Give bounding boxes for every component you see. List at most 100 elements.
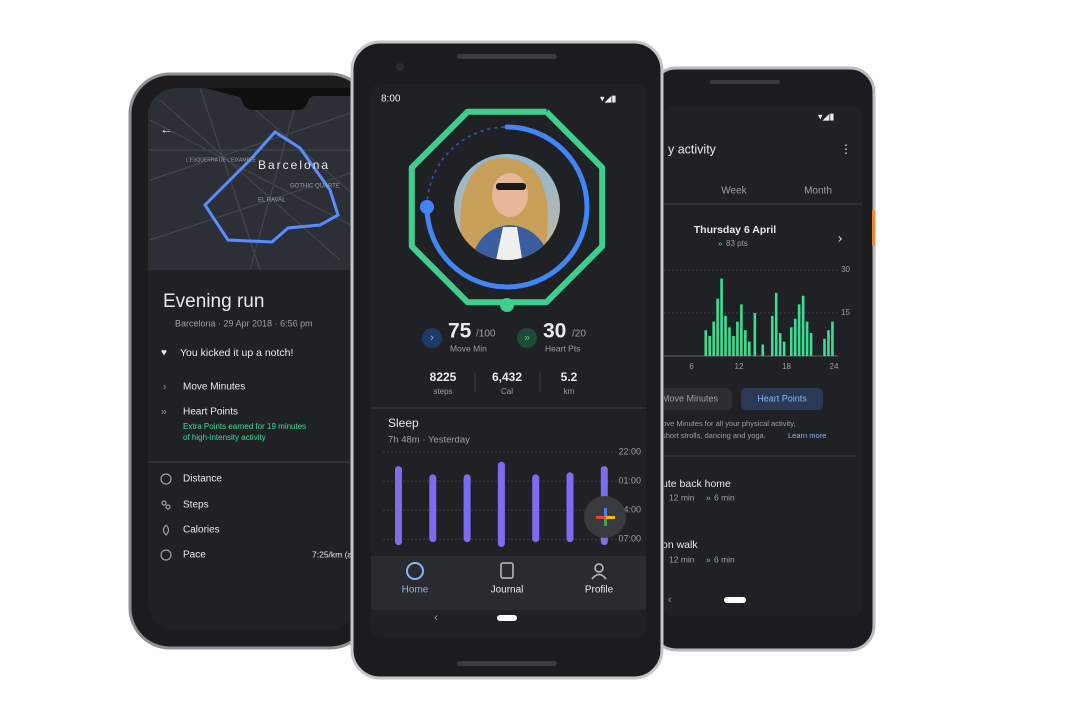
right-screen: ▾◢▮ y activity ⋮ Week Month Thursday 6 A… [648, 106, 862, 616]
y-tick-label: 07:00 [618, 534, 641, 544]
heart-icon: » [706, 492, 711, 502]
sleep-bar [429, 474, 437, 543]
nav-label[interactable]: Profile [585, 585, 614, 596]
row-label: Move Minutes [183, 382, 245, 393]
activity-bar [712, 321, 715, 356]
activity-heart: 6 min [714, 554, 735, 564]
sleep-summary: 7h 48m · Yesterday [388, 435, 470, 446]
metric-label: Calories [183, 525, 220, 536]
x-tick-label: 18 [782, 362, 791, 371]
home-pill[interactable] [497, 615, 517, 621]
back-button[interactable]: ‹ [668, 594, 672, 606]
activity-bar [778, 333, 782, 356]
activity-bar [704, 330, 708, 356]
nav-label[interactable]: Home [402, 585, 429, 596]
learn-more-link[interactable]: Learn more [788, 431, 826, 440]
profile-photo[interactable] [450, 150, 565, 265]
row-note: Extra Points earned for 19 minutes [183, 422, 306, 431]
activity-bar [789, 327, 793, 356]
menu-icon[interactable]: ⋮ [840, 142, 852, 156]
activity-bar [728, 327, 731, 356]
activity-bar [724, 315, 727, 356]
back-arrow[interactable]: ← [160, 121, 173, 136]
activity-bar [708, 335, 712, 356]
activity-bar [774, 292, 778, 356]
move-icon: › [430, 332, 434, 344]
heart-icon: » [524, 333, 530, 344]
date: Thursday 6 April [694, 224, 777, 236]
activity-move: 12 min [669, 554, 695, 564]
sleep-title: Sleep [388, 416, 419, 430]
home-icon[interactable] [406, 562, 424, 580]
activity-bar [761, 344, 765, 356]
journal-icon[interactable] [500, 562, 514, 579]
nav-label[interactable]: Journal [491, 585, 524, 596]
heart-icon: ♥ [161, 348, 167, 359]
status-icons: ▾◢▮ [600, 93, 616, 103]
activity-name[interactable]: ute back home [662, 478, 731, 490]
y-tick-label: 30 [841, 265, 850, 274]
activity-move: 12 min [669, 492, 695, 502]
x-tick-label: 12 [735, 362, 744, 371]
heart-icon: » [706, 554, 711, 564]
run-title: Evening run [163, 291, 264, 312]
metric-label: Steps [183, 500, 209, 511]
chevron: » [161, 407, 167, 418]
activity-bar [793, 318, 797, 356]
chip-label[interactable]: Move Minutes [662, 393, 719, 403]
x-tick-label: 6 [689, 362, 694, 371]
row-label: Heart Points [183, 407, 238, 418]
activity-bar [753, 313, 757, 356]
activity-bar [720, 278, 723, 356]
activity-bar [801, 295, 805, 356]
sleep-bar [463, 474, 471, 543]
screen-title: y activity [668, 142, 717, 156]
chip[interactable] [741, 388, 823, 410]
activity-bar [732, 335, 735, 356]
sleep-bar [566, 472, 574, 543]
metric-value: 7:25/km (a [312, 549, 352, 559]
chip[interactable] [648, 388, 732, 410]
map-label: L'ESQUERRA DE L'EIXAMPLE [186, 157, 257, 163]
chip-label[interactable]: Heart Points [757, 393, 807, 403]
stat-label: steps [433, 387, 452, 396]
map-label: GOTHIC QUARTE [290, 184, 340, 190]
status-icons: ▾◢▮ [818, 111, 834, 121]
sleep-chart: 22:00 01:00 04:00 07:00 [383, 446, 641, 548]
metric-icons [160, 473, 172, 561]
back-button[interactable]: ‹ [434, 612, 438, 624]
tab[interactable]: Month [804, 186, 832, 197]
move-label: Move Min [450, 343, 487, 353]
activity-name[interactable]: on walk [662, 539, 698, 551]
right-phone: ▾◢▮ y activity ⋮ Week Month Thursday 6 A… [648, 66, 876, 652]
home-pill[interactable] [724, 597, 746, 603]
heart-label: Heart Pts [545, 343, 580, 353]
activity-bar [827, 330, 830, 356]
run-subtitle: Barcelona · 29 Apr 2018 · 6:56 pm [175, 318, 313, 328]
add-button[interactable] [584, 496, 626, 538]
stat-value: 8225 [430, 370, 457, 384]
metric-label: Pace [183, 550, 206, 561]
stat-label: Cal [501, 387, 513, 396]
sleep-bar [497, 461, 505, 548]
x-tick-label: 24 [830, 362, 839, 371]
activity-bar [744, 330, 747, 356]
profile-icon[interactable] [594, 563, 604, 573]
move-ring-cap [420, 200, 434, 214]
stat-value: 5.2 [561, 370, 578, 384]
tab[interactable]: Week [721, 186, 747, 197]
next-day[interactable]: › [838, 230, 842, 245]
goal-rings [408, 108, 606, 312]
activity-bar [747, 341, 751, 356]
activity-heart: 6 min [714, 492, 735, 502]
left-phone: Barcelona L'ESQUERRA DE L'EIXAMPLE EL RA… [128, 72, 372, 650]
stat-label: km [564, 387, 575, 396]
y-tick-label: 04:00 [618, 505, 641, 515]
heart-goal: /20 [572, 329, 586, 340]
description: Move Minutes for all your physical activ… [656, 419, 796, 428]
activity-bar [809, 333, 813, 356]
stat-value: 6,432 [492, 370, 522, 384]
activity-bar [736, 321, 739, 356]
highlight: You kicked it up a notch! [180, 347, 293, 359]
